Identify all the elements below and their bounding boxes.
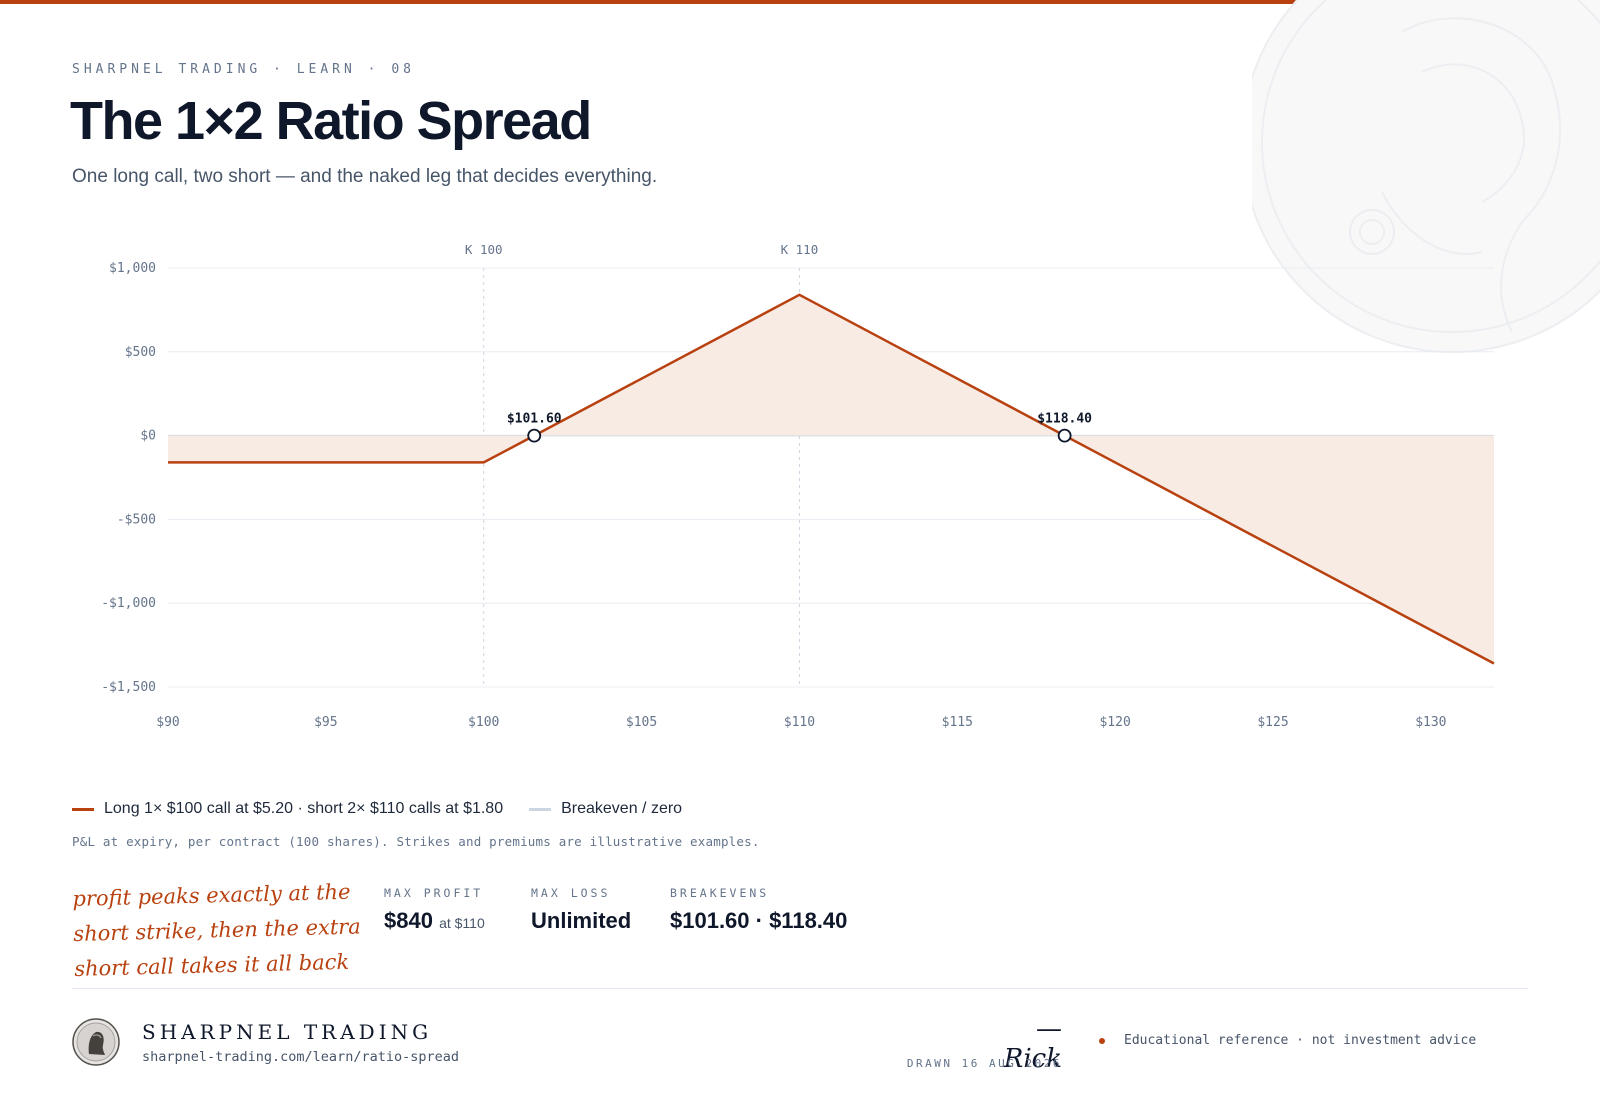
stat-max-profit-value: $840 at $110	[384, 908, 485, 933]
drawn-date: DRAWN 16 AUG 2026	[906, 1057, 1062, 1070]
stat-breakevens-label: BREAKEVENS	[670, 886, 770, 900]
x-tick-label: $90	[156, 715, 179, 730]
y-tick-label: $500	[125, 345, 156, 360]
legend-swatch-payoff	[72, 807, 94, 811]
x-tick-label: $130	[1415, 715, 1446, 730]
legend-label-payoff: Long 1× $100 call at $5.20 · short 2× $1…	[104, 800, 504, 817]
pnl-area	[168, 294, 1494, 664]
stat-max-loss-value: Unlimited	[531, 908, 632, 933]
y-tick-label: -$1,000	[101, 596, 156, 611]
legend-item-zero: Breakeven / zero	[529, 800, 682, 818]
eyebrow: SHARPNEL TRADING · LEARN · 08	[72, 62, 415, 77]
payoff-chart: $1,000 $500 $0 -$500 -$1,000 -$1,500 $90 $95 $10…	[101, 242, 1495, 730]
disclaimer-text: Educational reference · not investment a…	[1124, 1033, 1477, 1048]
y-tick-label: $0	[140, 429, 156, 444]
x-tick-label: $115	[942, 715, 973, 730]
label-layer: $1,000 $500 $0 -$500 -$1,000 -$1,500 $90 $95 $10…	[101, 242, 1446, 730]
x-tick-label: $95	[314, 715, 337, 730]
strike-label: K 100	[465, 242, 503, 257]
breakeven-label: $118.40	[1037, 412, 1092, 427]
breakeven-marker	[527, 428, 542, 443]
line-layer	[168, 293, 1495, 665]
page-subtitle: One long call, two short — and the naked…	[72, 166, 658, 187]
y-tick-label: $1,000	[109, 261, 156, 276]
stat-max-loss-label: MAX LOSS	[531, 886, 611, 900]
brand-logo-icon	[72, 1018, 120, 1066]
page-title: The 1×2 Ratio Spread	[70, 91, 592, 151]
legend-label-zero: Breakeven / zero	[561, 800, 683, 817]
stat-max-profit-label: MAX PROFIT	[384, 886, 484, 900]
stat-max-profit-note: at $110	[439, 915, 485, 931]
x-tick-label: $125	[1257, 715, 1288, 730]
y-tick-label: -$500	[117, 512, 156, 527]
stat-breakevens-value: $101.60 · $118.40	[670, 908, 848, 933]
disclaimer-dot-icon	[1099, 1038, 1105, 1044]
top-accent-rule	[0, 0, 1600, 4]
footer-brand-name: SHARPNEL TRADING	[142, 1020, 433, 1044]
stat-breakevens: BREAKEVENS $101.60 · $118.40	[670, 886, 847, 934]
stat-max-profit: MAX PROFIT $840 at $110	[384, 886, 485, 934]
legend-swatch-zero	[529, 807, 552, 811]
footer-url-link[interactable]: sharpnel-trading.com/learn/ratio-spread	[142, 1049, 459, 1065]
breakeven-marker	[1057, 428, 1072, 443]
legend-item-payoff: Long 1× $100 call at $5.20 · short 2× $1…	[72, 800, 503, 818]
footer-divider	[72, 988, 1528, 989]
breakeven-label: $101.60	[507, 412, 562, 427]
y-tick-label: -$1,500	[101, 680, 156, 695]
strike-label: K 110	[781, 242, 819, 257]
x-tick-label: $120	[1099, 715, 1130, 730]
area-layer	[168, 294, 1494, 664]
x-tick-label: $100	[468, 715, 499, 730]
x-tick-label: $105	[626, 715, 657, 730]
stat-max-loss: MAX LOSS Unlimited	[531, 886, 631, 934]
signature: — Rick	[1003, 1014, 1062, 1074]
x-tick-label: $110	[784, 715, 815, 730]
chart-legend: Long 1× $100 call at $5.20 · short 2× $1…	[72, 800, 708, 818]
marker-layer	[527, 428, 1072, 443]
payoff-line	[168, 293, 1495, 665]
chart-footnote: P&L at expiry, per contract (100 shares)…	[72, 834, 760, 849]
handwritten-annotation: profit peaks exactly at the short strike…	[72, 879, 362, 981]
